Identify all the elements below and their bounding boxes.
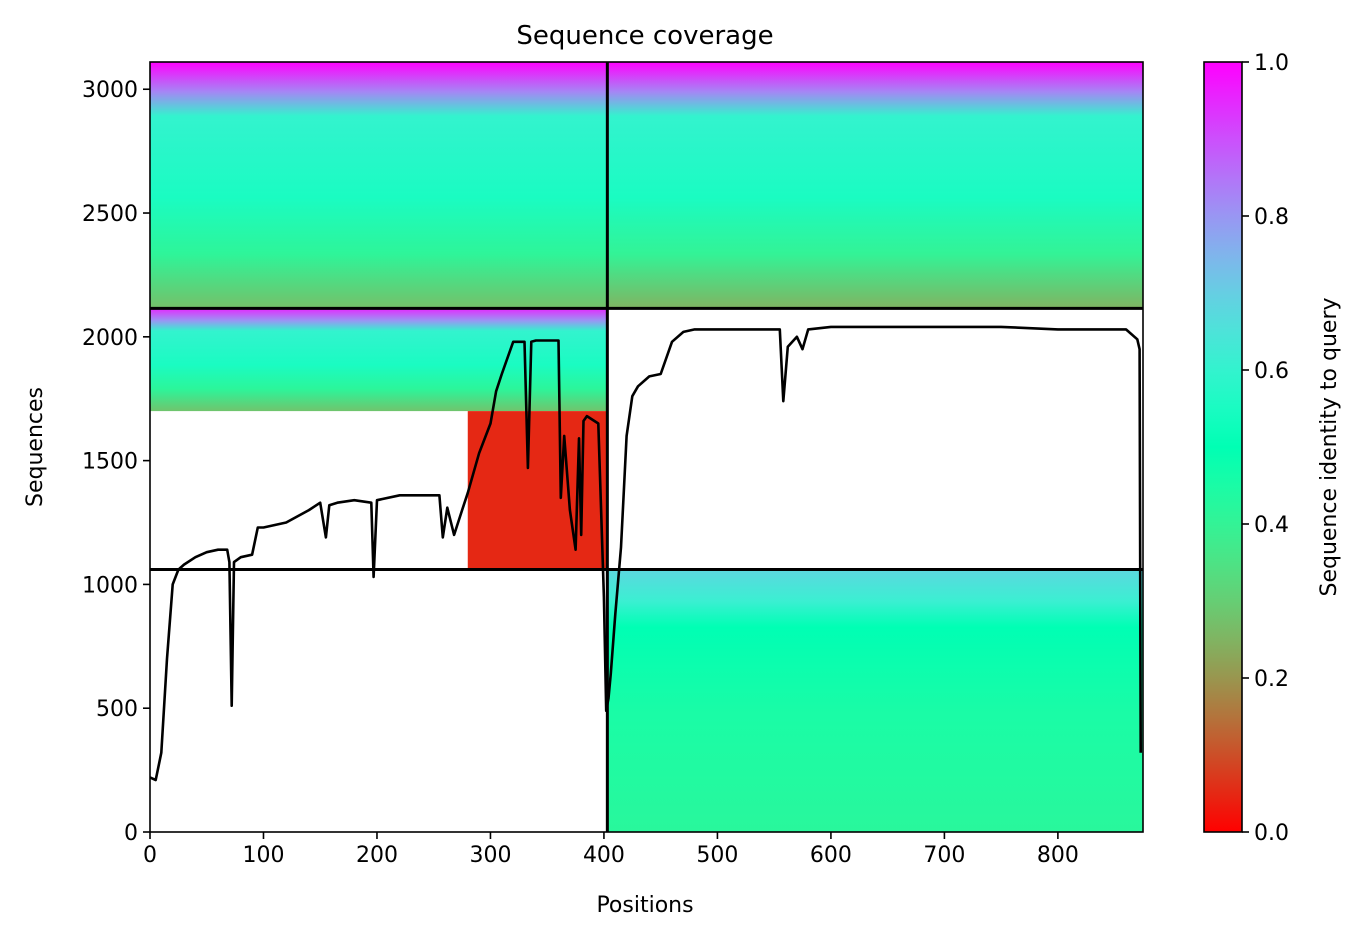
y-tick-label: 2000 <box>82 326 138 351</box>
x-tick-label: 700 <box>923 843 965 868</box>
colorbar-tick-label: 0.0 <box>1254 821 1289 846</box>
colorbar-tick-label: 0.2 <box>1254 667 1289 692</box>
x-axis: 0 100 200 300 400 500 600 700 800 <box>143 832 1079 868</box>
y-axis-label: Sequences <box>23 387 48 507</box>
colorbar-tick-label: 0.6 <box>1254 359 1289 384</box>
y-tick-label: 0 <box>124 821 138 846</box>
x-tick-label: 800 <box>1037 843 1079 868</box>
x-tick-label: 0 <box>143 843 157 868</box>
colorbar-tick-label: 0.4 <box>1254 513 1289 538</box>
heatmap-block <box>607 62 1143 309</box>
y-tick-label: 500 <box>96 697 138 722</box>
plot-area <box>149 61 1144 833</box>
y-tick-label: 1000 <box>82 573 138 598</box>
x-axis-label: Positions <box>596 893 693 918</box>
colorbar-scale <box>1203 61 1243 833</box>
colorbar-tick-label: 1.0 <box>1254 51 1289 76</box>
colorbar: 0.0 0.2 0.4 0.6 0.8 1.0 <box>1203 51 1289 846</box>
x-tick-label: 300 <box>469 843 511 868</box>
y-tick-label: 3000 <box>82 78 138 103</box>
y-axis: 0 500 1000 1500 2000 2500 3000 <box>82 78 150 846</box>
colorbar-tick-label: 0.8 <box>1254 205 1289 230</box>
heatmap-blocks <box>150 62 1143 832</box>
x-tick-label: 400 <box>583 843 625 868</box>
colorbar-label: Sequence identity to query <box>1317 297 1342 596</box>
x-tick-label: 500 <box>696 843 738 868</box>
heatmap-block <box>607 569 1143 832</box>
x-tick-label: 600 <box>810 843 852 868</box>
y-tick-label: 2500 <box>82 202 138 227</box>
x-tick-label: 100 <box>242 843 284 868</box>
coverage-line <box>150 325 1142 782</box>
x-tick-label: 200 <box>356 843 398 868</box>
heatmap-block <box>467 411 608 570</box>
chart-title: Sequence coverage <box>516 21 773 51</box>
heatmap-block <box>150 308 608 412</box>
y-tick-label: 1500 <box>82 450 138 475</box>
heatmap-block <box>150 62 608 309</box>
plot-frame <box>149 61 1144 833</box>
